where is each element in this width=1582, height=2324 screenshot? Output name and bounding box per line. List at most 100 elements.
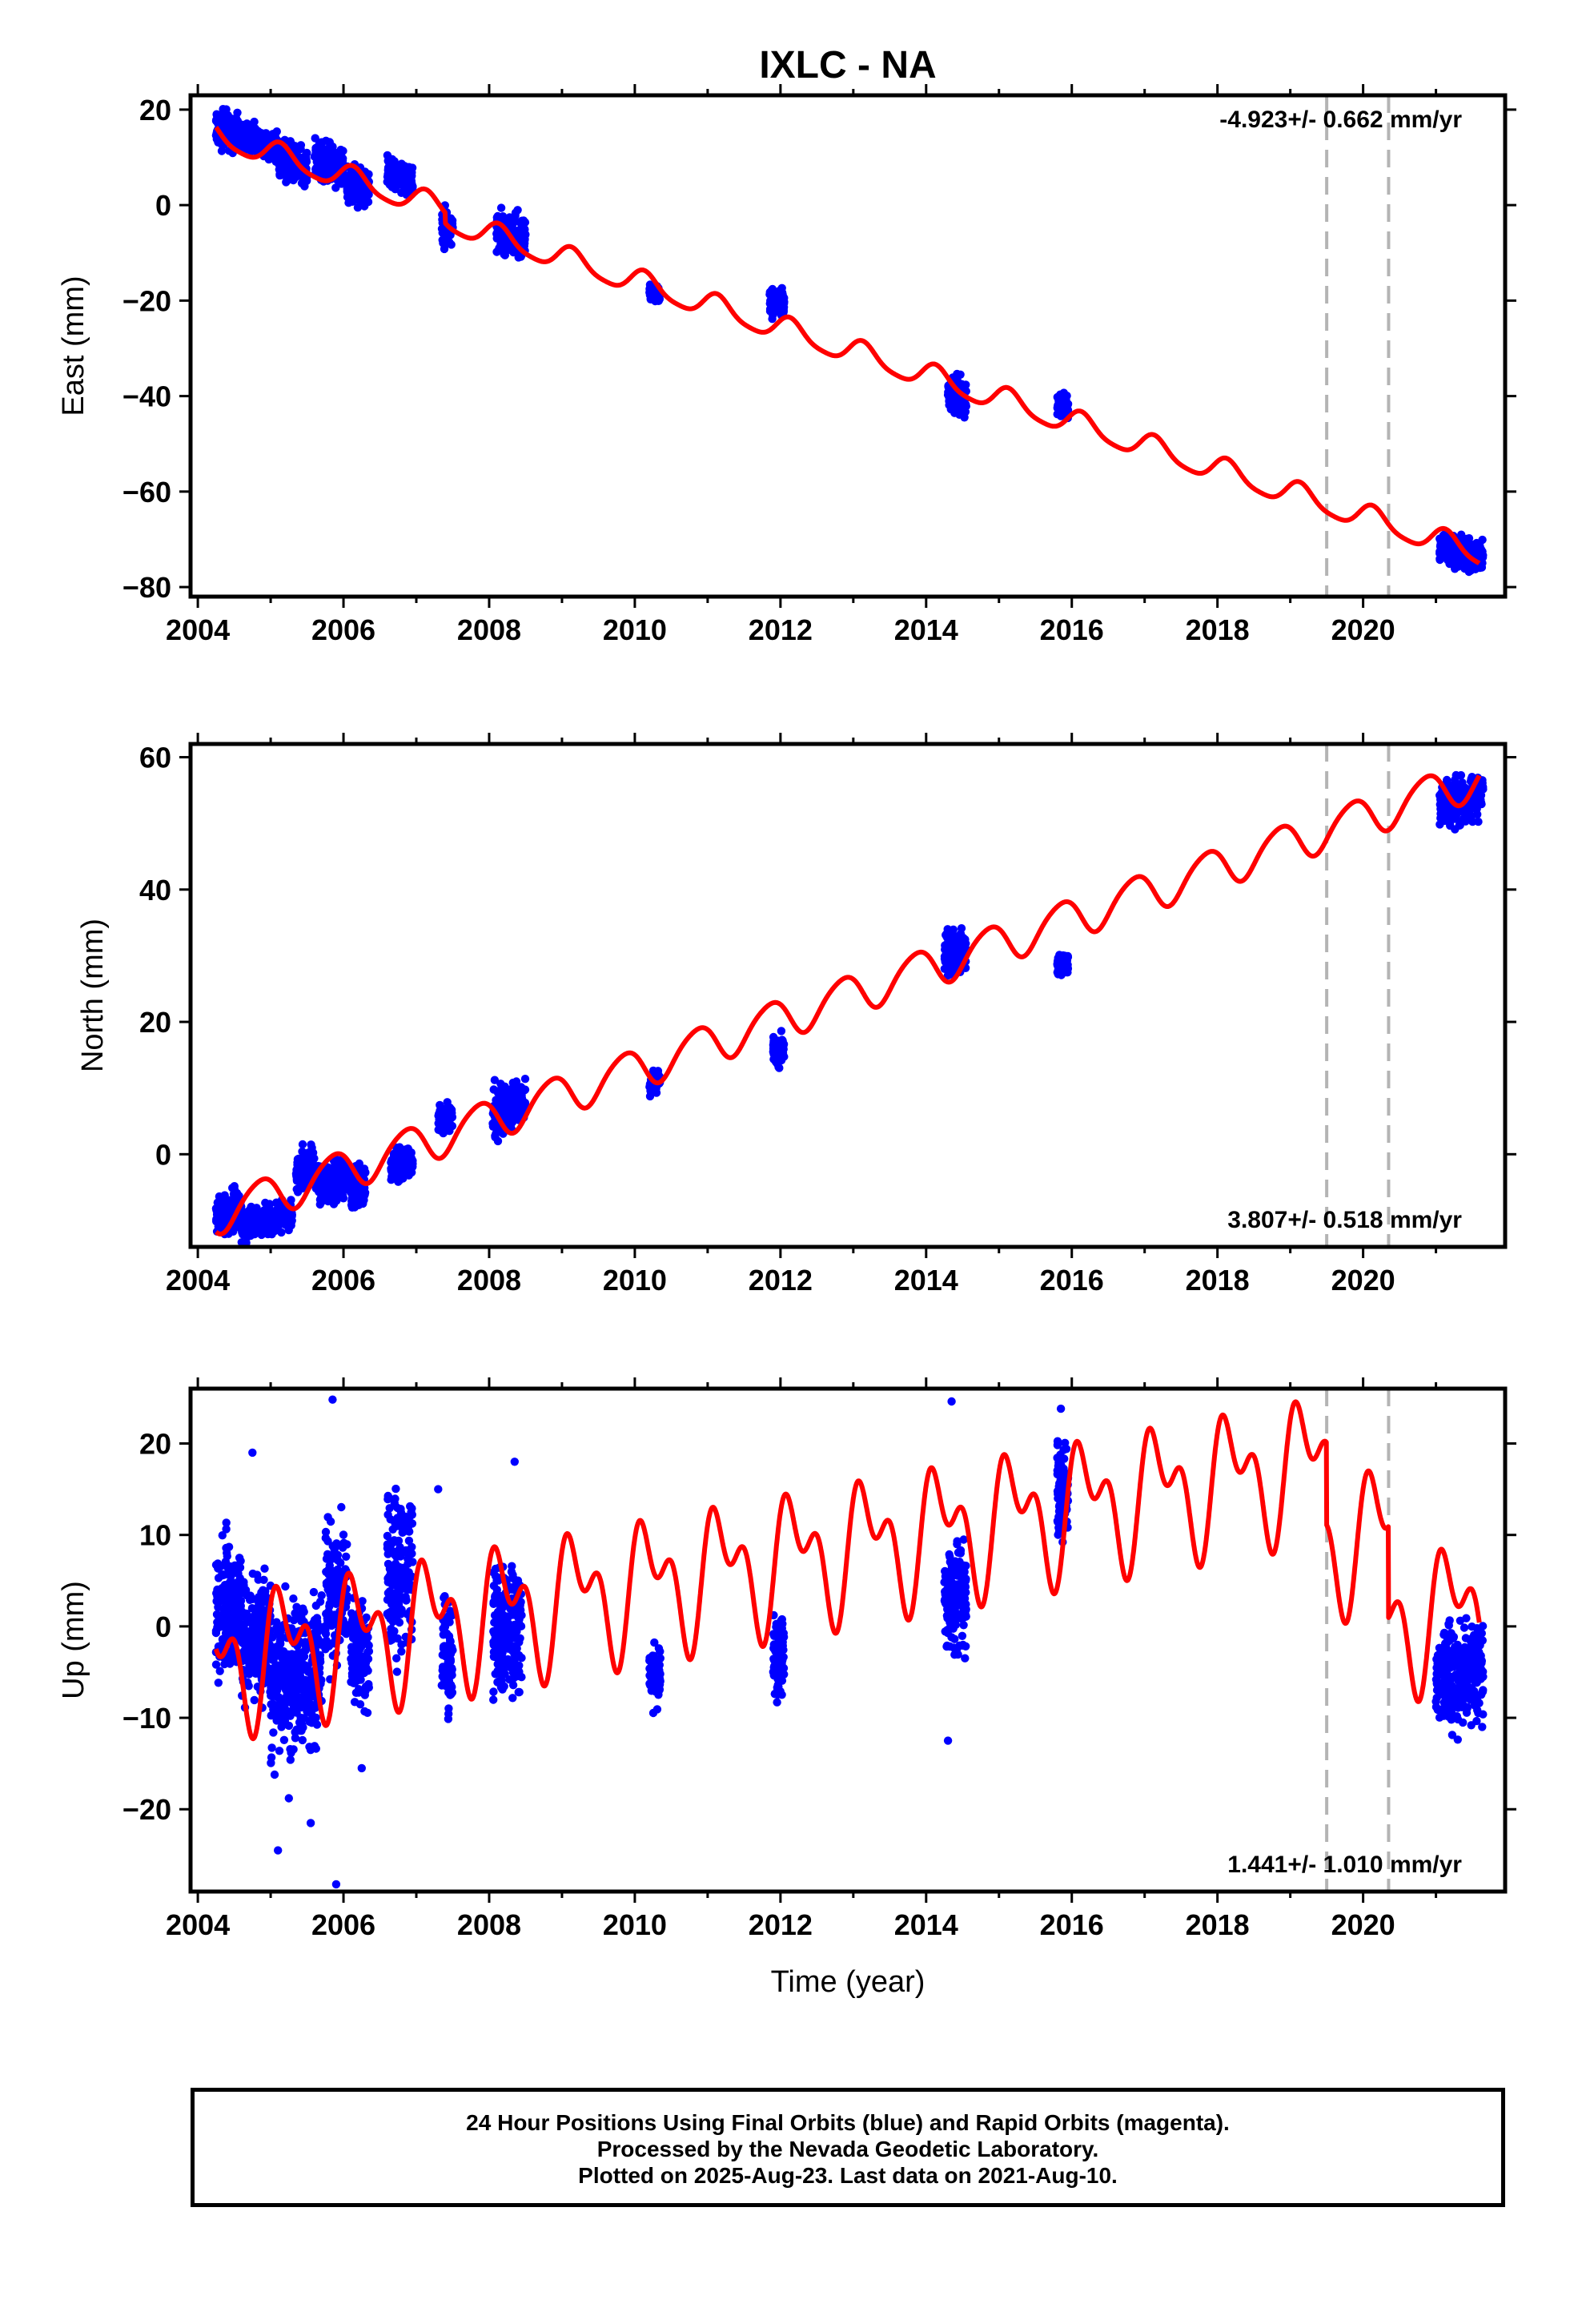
- data-point: [402, 163, 411, 172]
- data-point: [509, 1116, 518, 1125]
- data-point: [520, 1075, 530, 1084]
- data-point: [1473, 810, 1482, 819]
- data-point: [407, 1154, 416, 1163]
- data-point: [360, 1188, 370, 1197]
- data-point: [289, 1594, 298, 1603]
- data-point: [779, 304, 788, 312]
- data-point: [254, 1593, 263, 1602]
- data-point: [277, 1206, 287, 1216]
- data-point: [284, 1721, 294, 1731]
- data-point: [275, 1747, 284, 1755]
- data-points-north: [211, 770, 1488, 1248]
- panel-north: 2004 2006 2008 2010 2012 2014 2016 2018 20200204…: [76, 733, 1516, 1297]
- data-point: [321, 1178, 330, 1188]
- data-point: [215, 1208, 223, 1218]
- x-tick-label: 2012: [749, 613, 813, 646]
- data-point: [448, 1108, 456, 1118]
- data-point: [273, 1220, 282, 1229]
- data-point: [1443, 775, 1452, 785]
- y-tick-label: −60: [122, 476, 171, 509]
- data-point: [222, 1518, 231, 1527]
- data-point: [1457, 788, 1466, 797]
- data-point: [399, 1165, 408, 1174]
- data-point: [239, 1214, 249, 1223]
- data-point: [217, 147, 227, 155]
- data-point: [504, 1088, 513, 1098]
- data-point: [239, 1223, 249, 1232]
- y-tick-label: 40: [139, 874, 171, 907]
- data-point: [279, 1649, 288, 1658]
- data-point: [1062, 406, 1070, 416]
- data-point: [359, 1164, 369, 1173]
- data-point: [352, 180, 361, 189]
- data-point: [282, 178, 291, 187]
- data-point: [347, 1188, 355, 1197]
- data-point: [269, 1705, 278, 1714]
- data-point: [224, 119, 233, 127]
- data-point: [213, 1198, 222, 1207]
- data-point: [298, 1140, 307, 1149]
- data-point: [212, 1597, 221, 1606]
- data-point: [223, 1200, 232, 1209]
- data-point: [231, 114, 240, 123]
- data-point: [324, 144, 333, 153]
- x-tick-label: 2004: [166, 613, 230, 646]
- data-point: [520, 1098, 530, 1108]
- data-point: [272, 1623, 281, 1632]
- data-point: [511, 208, 520, 217]
- data-point: [249, 131, 258, 140]
- data-points-east: [211, 105, 1488, 577]
- data-point: [1472, 538, 1481, 548]
- data-point: [246, 1231, 255, 1240]
- y-tick-label: −20: [122, 284, 171, 317]
- data-point: [220, 1191, 229, 1200]
- data-point: [444, 239, 454, 247]
- data-point: [245, 1595, 255, 1605]
- data-point: [777, 1055, 786, 1065]
- data-point: [347, 1176, 356, 1184]
- data-point: [436, 1108, 444, 1117]
- data-point: [391, 1168, 400, 1176]
- data-point: [945, 400, 954, 409]
- data-point: [339, 154, 347, 163]
- data-point: [287, 163, 296, 172]
- data-point: [258, 1605, 267, 1614]
- data-point: [267, 134, 275, 143]
- data-point: [1444, 544, 1453, 553]
- data-point: [247, 1645, 256, 1654]
- data-point: [229, 1189, 239, 1199]
- data-point: [383, 151, 392, 160]
- data-point: [298, 1606, 307, 1616]
- x-tick-label: 2016: [1040, 613, 1104, 646]
- data-point: [263, 1208, 273, 1217]
- y-axis-label-north: North (mm): [76, 919, 110, 1072]
- data-point: [960, 935, 969, 943]
- data-point: [240, 127, 249, 136]
- data-points-up: [211, 1395, 1488, 1889]
- data-point: [251, 1220, 260, 1228]
- data-point: [338, 1188, 347, 1197]
- data-point: [1055, 951, 1064, 959]
- x-tick-label: 2014: [894, 613, 958, 646]
- data-point: [258, 131, 267, 140]
- data-point: [266, 1220, 275, 1229]
- data-point: [287, 1668, 295, 1678]
- data-point: [399, 181, 408, 190]
- data-point: [222, 1543, 231, 1553]
- data-point: [942, 929, 951, 938]
- x-tick-label: 2006: [311, 613, 375, 646]
- data-point: [243, 1652, 252, 1661]
- data-point: [765, 287, 774, 296]
- data-point: [296, 1713, 305, 1723]
- x-tick-label: 2020: [1331, 1264, 1395, 1297]
- data-point: [1474, 551, 1484, 560]
- data-point: [516, 1106, 524, 1116]
- data-point: [307, 1140, 315, 1149]
- data-point: [346, 173, 355, 182]
- data-point: [268, 1687, 277, 1696]
- data-point: [212, 110, 221, 119]
- x-tick-label: 2004: [166, 1264, 230, 1297]
- data-point: [1435, 820, 1444, 829]
- data-point: [777, 1027, 786, 1035]
- data-point: [1477, 563, 1487, 572]
